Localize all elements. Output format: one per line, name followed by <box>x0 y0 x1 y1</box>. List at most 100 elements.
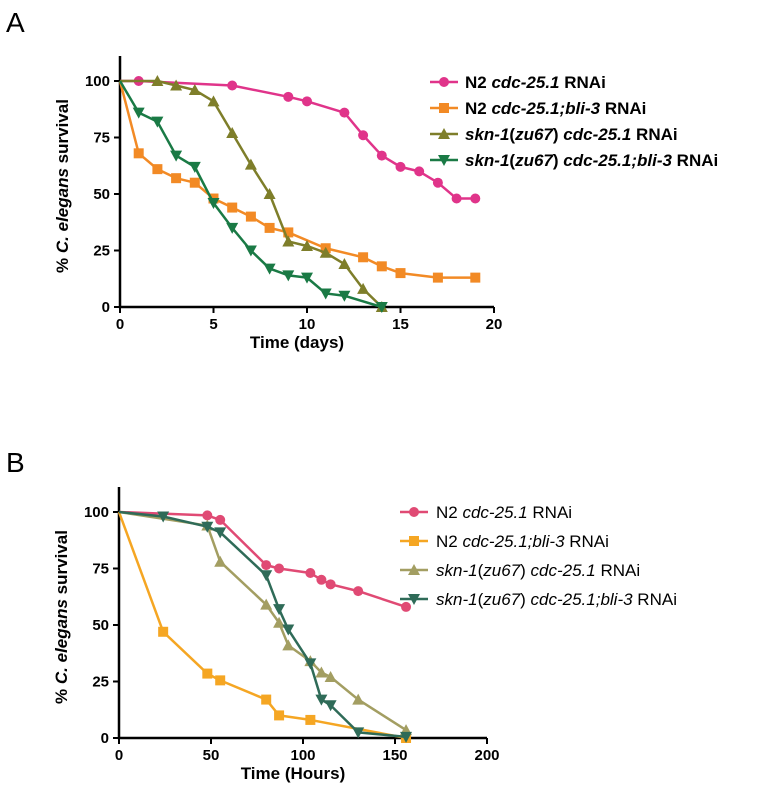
legend-item: N2 cdc-25.1;bli-3 RNAi <box>430 99 646 118</box>
text-part: skn-1 <box>436 590 478 609</box>
legend-marker <box>438 128 450 139</box>
series-line <box>118 80 476 279</box>
data-point <box>338 290 351 302</box>
text-part: N2 <box>465 73 491 92</box>
data-point <box>282 639 295 651</box>
data-point <box>282 624 295 636</box>
data-point <box>188 84 201 96</box>
x-tick-label: 20 <box>486 316 503 333</box>
y-axis-title: % C. elegans survival <box>53 99 72 273</box>
legend-label: skn-1(zu67) cdc-25.1 RNAi <box>465 125 678 144</box>
x-axis-title: Time (days) <box>250 333 344 352</box>
text-part: cdc-25.1;bli-3 <box>491 99 600 118</box>
text-part: cdc-25.1 <box>563 125 631 144</box>
text-part: RNAi <box>672 151 718 170</box>
data-point <box>133 148 144 159</box>
text-part: C. elegans <box>53 168 72 253</box>
data-point <box>352 693 365 705</box>
text-part: zu67 <box>514 151 554 170</box>
series-1 <box>118 80 481 283</box>
data-point <box>305 714 316 725</box>
data-point <box>324 670 337 682</box>
legend-label: N2 cdc-25.1 RNAi <box>465 73 606 92</box>
data-point <box>227 80 238 91</box>
text-part: ) <box>553 151 563 170</box>
data-point <box>274 710 285 721</box>
text-part: cdc-25.1;bli-3 <box>462 532 565 551</box>
y-tick-label: 75 <box>93 130 110 147</box>
data-point <box>215 514 226 525</box>
legend-marker <box>438 155 450 166</box>
legend-label: N2 cdc-25.1;bli-3 RNAi <box>465 99 646 118</box>
data-point <box>207 95 220 107</box>
data-point <box>215 675 226 686</box>
text-part: ) <box>520 561 530 580</box>
data-point <box>261 560 272 571</box>
text-part: RNAi <box>528 503 572 522</box>
data-point <box>282 270 295 282</box>
data-point <box>260 598 273 610</box>
text-part: N2 <box>465 99 491 118</box>
text-part: skn-1 <box>465 151 509 170</box>
text-part: cdc-25.1 <box>491 73 559 92</box>
data-point <box>395 268 406 279</box>
text-part: zu67 <box>514 125 554 144</box>
panel-label: B <box>6 447 25 478</box>
data-point <box>132 107 145 119</box>
data-point <box>151 116 164 128</box>
text-part: % <box>52 684 71 704</box>
text-part: ( <box>509 151 515 170</box>
data-point <box>358 252 369 263</box>
data-point <box>376 261 387 272</box>
legend-item: skn-1(zu67) cdc-25.1;bli-3 RNAi <box>430 151 718 170</box>
data-point <box>325 579 336 590</box>
data-point <box>171 173 182 184</box>
text-part: RNAi <box>565 532 609 551</box>
data-point <box>273 604 286 616</box>
y-axis-title: % C. elegans survival <box>52 530 71 704</box>
data-point <box>282 235 295 247</box>
text-part: ( <box>478 561 484 580</box>
series-3 <box>118 510 413 743</box>
text-part: RNAi <box>600 99 646 118</box>
data-point <box>263 263 276 275</box>
text-part: cdc-25.1;bli-3 <box>563 151 672 170</box>
data-point <box>274 563 285 574</box>
y-tick-label: 25 <box>92 674 109 691</box>
legend-item: skn-1(zu67) cdc-25.1 RNAi <box>400 561 640 580</box>
data-point <box>414 166 425 177</box>
data-point <box>283 91 294 102</box>
data-point <box>202 668 213 679</box>
text-part: cdc-25.1;bli-3 <box>531 590 634 609</box>
data-point <box>319 246 332 258</box>
data-point <box>352 727 365 739</box>
x-tick-label: 200 <box>474 747 499 764</box>
data-point <box>302 96 312 107</box>
y-tick-label: 50 <box>93 186 110 203</box>
data-point <box>189 177 200 188</box>
text-part: skn-1 <box>436 561 478 580</box>
legend-label: skn-1(zu67) cdc-25.1;bli-3 RNAi <box>436 590 677 609</box>
data-point <box>158 626 169 637</box>
data-point <box>264 222 275 233</box>
data-point <box>324 700 337 712</box>
data-point <box>353 586 364 597</box>
legend-marker <box>439 77 449 87</box>
data-point <box>151 75 164 86</box>
text-part: ) <box>553 125 563 144</box>
y-tick-label: 25 <box>93 243 110 260</box>
text-part: ( <box>509 125 515 144</box>
data-point <box>395 161 406 172</box>
data-point <box>201 521 214 533</box>
data-point <box>401 601 412 612</box>
data-point <box>188 161 201 173</box>
legend-item: N2 cdc-25.1;bli-3 RNAi <box>400 532 609 551</box>
data-point <box>227 202 238 213</box>
text-part: RNAi <box>596 561 640 580</box>
text-part: skn-1 <box>465 125 509 144</box>
data-point <box>244 158 257 170</box>
legend-label: skn-1(zu67) cdc-25.1 RNAi <box>436 561 640 580</box>
y-tick-label: 50 <box>92 617 109 634</box>
